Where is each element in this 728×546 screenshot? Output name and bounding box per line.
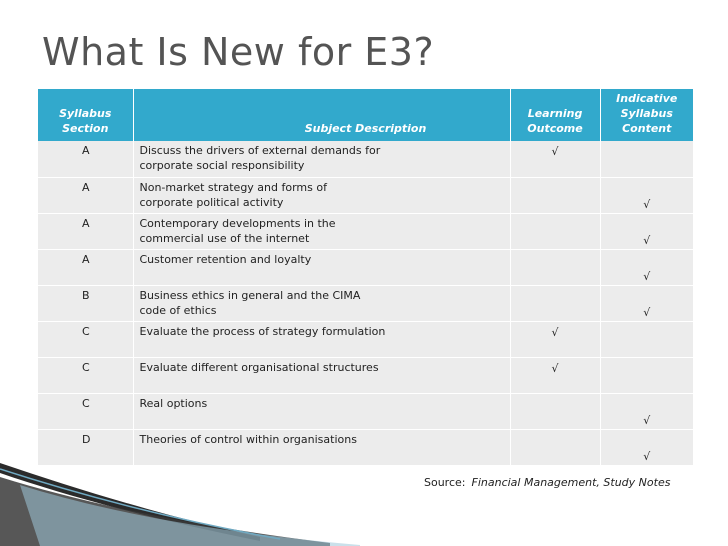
slide-title: What Is New for E3? <box>42 30 435 74</box>
source-note: Source: Financial Management, Study Notes <box>424 476 670 489</box>
table-row: A Discuss the drivers of external demands… <box>38 141 693 177</box>
header-subject-description: Subject Description <box>132 89 510 141</box>
row-learning-outcome-check <box>509 428 600 465</box>
row-description: Non-market strategy and forms of corporat… <box>132 176 510 213</box>
source-label: Source: <box>424 476 466 489</box>
source-reference: Financial Management, Study Notes <box>471 476 671 489</box>
row-description-line1: Customer retention and loyalty <box>139 252 312 266</box>
header-indicative-content: Indicative Syllabus Content <box>599 89 693 141</box>
row-description-line2: corporate social responsibility <box>139 159 305 172</box>
row-description-line1: Evaluate different organisational struct… <box>139 360 379 374</box>
row-description-line1: Non-market strategy and forms of <box>139 180 327 194</box>
row-description-line1: Business ethics in general and the CIMA <box>139 288 361 302</box>
row-description: Discuss the drivers of external demands … <box>132 141 510 177</box>
table-row: A Non-market strategy and forms of corpora… <box>38 176 693 213</box>
table-row: D Theories of control within organisation… <box>38 428 693 465</box>
row-description: Business ethics in general and the CIMA c… <box>132 284 510 321</box>
table-row: C Evaluate different organisational struc… <box>38 356 693 393</box>
row-description-line1: Contemporary developments in the <box>139 216 336 230</box>
header-syllabus-section: Syllabus Section <box>38 89 133 141</box>
row-learning-outcome-check <box>509 284 600 321</box>
row-section: A <box>38 212 133 249</box>
row-section: A <box>38 176 133 213</box>
row-description-line2: code of ethics <box>139 303 217 317</box>
row-indicative-content-check <box>599 320 693 357</box>
row-indicative-content-check: √ <box>599 284 693 321</box>
row-section: B <box>38 284 133 321</box>
row-indicative-content-check <box>599 356 693 393</box>
row-description: Evaluate different organisational struct… <box>132 356 510 393</box>
syllabus-table: Syllabus Section Subject Description Lea… <box>38 89 693 465</box>
table-row: C Real options √ <box>38 392 693 429</box>
row-learning-outcome-check: √ <box>509 141 600 177</box>
table-row: C Evaluate the process of strategy formul… <box>38 320 693 357</box>
row-description-line1: Discuss the drivers of external demands … <box>139 144 381 157</box>
row-section: A <box>38 141 133 177</box>
row-description: Real options <box>132 392 510 429</box>
row-indicative-content-check: √ <box>599 248 693 285</box>
row-description-line1: Theories of control within organisations <box>139 432 357 446</box>
row-description-line2: commercial use of the internet <box>139 231 310 245</box>
row-description-line1: Evaluate the process of strategy formula… <box>139 324 386 338</box>
row-indicative-content-check <box>599 141 693 177</box>
header-learning-outcome: Learning Outcome <box>509 89 600 141</box>
row-learning-outcome-check <box>509 212 600 249</box>
table-row: B Business ethics in general and the CIMA… <box>38 284 693 321</box>
row-description: Customer retention and loyalty <box>132 248 510 285</box>
row-learning-outcome-check <box>509 176 600 213</box>
row-section: D <box>38 428 133 465</box>
row-description-line2: corporate political activity <box>139 195 284 209</box>
table-row: A Customer retention and loyalty √ <box>38 248 693 285</box>
swoosh-decoration <box>0 463 360 546</box>
row-indicative-content-check: √ <box>599 428 693 465</box>
row-description: Contemporary developments in the commerci… <box>132 212 510 249</box>
row-learning-outcome-check <box>509 392 600 429</box>
row-section: C <box>38 320 133 357</box>
row-indicative-content-check: √ <box>599 176 693 213</box>
row-section: C <box>38 392 133 429</box>
row-description: Evaluate the process of strategy formula… <box>132 320 510 357</box>
row-learning-outcome-check: √ <box>509 320 600 357</box>
row-description-line1: Real options <box>139 396 208 410</box>
row-section: A <box>38 248 133 285</box>
row-indicative-content-check: √ <box>599 392 693 429</box>
row-learning-outcome-check: √ <box>509 356 600 393</box>
row-section: C <box>38 356 133 393</box>
table-row: A Contemporary developments in the commerc… <box>38 212 693 249</box>
row-description: Theories of control within organisations <box>132 428 510 465</box>
row-learning-outcome-check <box>509 248 600 285</box>
row-indicative-content-check: √ <box>599 212 693 249</box>
